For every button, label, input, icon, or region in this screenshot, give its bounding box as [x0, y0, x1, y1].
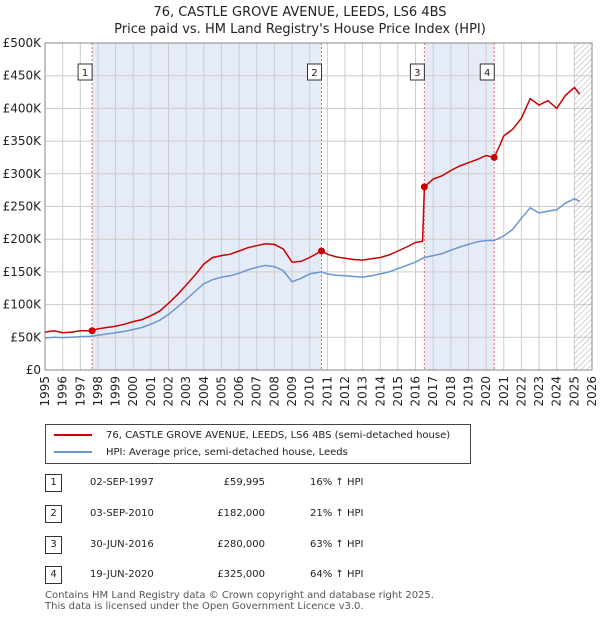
y-tick-label: £300K — [3, 167, 43, 181]
x-tick-label: 2026 — [585, 376, 599, 407]
sale-hpi-change: 64% ↑ HPI — [310, 569, 364, 580]
sale-row: 4 19-JUN-2020 £325,000 64% ↑ HPI — [45, 566, 565, 584]
sale-point — [420, 183, 428, 191]
legend-item-hpi: HPI: Average price, semi-detached house,… — [54, 445, 348, 461]
sale-number-badge: 4 — [45, 566, 62, 584]
x-tick-label: 2007 — [250, 376, 264, 407]
sale-hpi-change: 63% ↑ HPI — [310, 539, 364, 550]
hpi-line — [44, 197, 580, 339]
x-tick-label: 2009 — [285, 376, 299, 407]
x-tick-label: 2010 — [303, 376, 317, 407]
sale-label-box — [77, 63, 93, 81]
x-tick-label: 2005 — [214, 376, 228, 407]
y-tick-label: £400K — [3, 101, 43, 115]
x-tick-label: 2002 — [162, 376, 176, 407]
sale-row: 1 02-SEP-1997 £59,995 16% ↑ HPI — [45, 474, 565, 492]
x-tick-label: 2004 — [197, 376, 211, 407]
sale-hpi-change: 16% ↑ HPI — [310, 477, 364, 488]
sale-hpi-change: 21% ↑ HPI — [310, 508, 364, 519]
x-tick-label: 2001 — [144, 376, 158, 407]
sale-label-box — [306, 63, 322, 81]
legend-label-hpi: HPI: Average price, semi-detached house,… — [106, 447, 348, 458]
sale-label: 3 — [414, 68, 420, 79]
legend-swatch-property — [54, 434, 92, 436]
x-tick-label: 2019 — [461, 376, 475, 407]
legend: 76, CASTLE GROVE AVENUE, LEEDS, LS6 4BS … — [45, 424, 471, 464]
y-tick-label: £0 — [26, 363, 41, 377]
sale-date: 03-SEP-2010 — [90, 508, 154, 519]
x-tick-label: 2006 — [232, 376, 246, 407]
sale-label-box — [409, 63, 425, 81]
sale-price: £325,000 — [217, 569, 265, 580]
y-tick-label: £200K — [3, 232, 43, 246]
x-tick-label: 2024 — [550, 376, 564, 407]
x-tick-label: 1996 — [56, 376, 70, 407]
legend-label-property: 76, CASTLE GROVE AVENUE, LEEDS, LS6 4BS … — [106, 430, 451, 441]
x-tick-label: 2008 — [267, 376, 281, 407]
x-tick-label: 2023 — [532, 376, 546, 407]
x-tick-label: 2011 — [320, 376, 334, 407]
sale-number-badge: 3 — [45, 536, 62, 554]
x-tick-label: 2014 — [373, 376, 387, 407]
plot-frame — [44, 42, 593, 371]
sale-price: £182,000 — [217, 508, 265, 519]
x-tick-label: 2000 — [126, 376, 140, 407]
footer-license: This data is licensed under the Open Gov… — [45, 601, 364, 612]
x-tick-label: 1995 — [38, 376, 52, 407]
y-tick-label: £350K — [3, 134, 43, 148]
sale-point — [490, 153, 498, 161]
sale-price: £59,995 — [223, 477, 265, 488]
sale-date: 02-SEP-1997 — [90, 477, 154, 488]
future-hatch — [574, 43, 592, 370]
sale-point — [88, 327, 96, 335]
sale-number-badge: 2 — [45, 505, 62, 523]
sale-label: 1 — [82, 68, 88, 79]
y-tick-label: £500K — [3, 36, 43, 50]
sale-date: 19-JUN-2020 — [90, 569, 154, 580]
x-tick-label: 2025 — [567, 376, 581, 407]
x-tick-label: 2020 — [479, 376, 493, 407]
y-tick-label: £250K — [3, 200, 43, 214]
x-tick-label: 2021 — [497, 376, 511, 407]
sale-row: 3 30-JUN-2016 £280,000 63% ↑ HPI — [45, 536, 565, 554]
chart-title-line1: 76, CASTLE GROVE AVENUE, LEEDS, LS6 4BS — [153, 5, 447, 20]
footer: Contains HM Land Registry data © Crown c… — [45, 590, 434, 612]
y-tick-label: £50K — [10, 330, 42, 344]
sale-point — [317, 247, 325, 255]
y-tick-label: £100K — [3, 298, 43, 312]
sale-date: 30-JUN-2016 — [90, 539, 154, 550]
sale-price: £280,000 — [217, 539, 265, 550]
x-tick-label: 2015 — [391, 376, 405, 407]
legend-item-property: 76, CASTLE GROVE AVENUE, LEEDS, LS6 4BS … — [54, 428, 450, 444]
sale-row: 2 03-SEP-2010 £182,000 21% ↑ HPI — [45, 505, 565, 523]
x-tick-label: 2017 — [426, 376, 440, 407]
y-tick-label: £150K — [3, 265, 43, 279]
sale-label: 4 — [484, 68, 490, 79]
x-tick-label: 2022 — [514, 376, 528, 407]
legend-swatch-hpi — [54, 451, 92, 453]
x-tick-label: 1999 — [109, 376, 123, 407]
x-tick-label: 2012 — [338, 376, 352, 407]
x-tick-label: 2018 — [444, 376, 458, 407]
x-tick-label: 1998 — [91, 376, 105, 407]
sale-number-badge: 1 — [45, 474, 62, 492]
sale-label-box — [479, 63, 495, 81]
x-tick-label: 2003 — [179, 376, 193, 407]
chart-title-line2: Price paid vs. HM Land Registry's House … — [114, 22, 486, 37]
footer-copyright: Contains HM Land Registry data © Crown c… — [45, 590, 434, 601]
price-chart: 1 2 3 4 £0 £50K £100K £150K £200K £250K £300K £350K… — [3, 36, 599, 407]
x-tick-label: 2013 — [356, 376, 370, 407]
x-tick-label: 1997 — [73, 376, 87, 407]
x-tick-label: 2016 — [409, 376, 423, 407]
y-tick-label: £450K — [3, 69, 43, 83]
sale-label: 2 — [311, 68, 317, 79]
